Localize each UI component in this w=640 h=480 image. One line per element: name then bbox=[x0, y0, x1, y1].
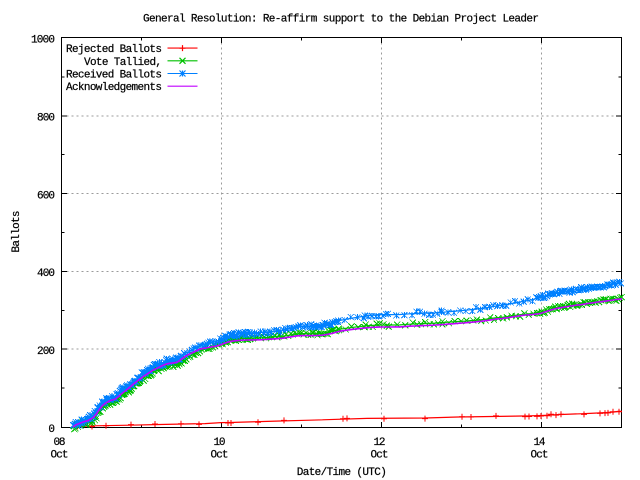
svg-text:10: 10 bbox=[214, 437, 226, 449]
svg-text:08: 08 bbox=[54, 437, 66, 449]
svg-text:Rejected Ballots: Rejected Ballots bbox=[66, 44, 162, 56]
svg-text:Date/Time (UTC): Date/Time (UTC) bbox=[297, 467, 387, 479]
svg-text:1000: 1000 bbox=[31, 35, 55, 47]
svg-text:12: 12 bbox=[374, 437, 386, 449]
svg-text:Ballots: Ballots bbox=[11, 211, 23, 253]
svg-text:400: 400 bbox=[37, 268, 55, 280]
svg-text:Received Ballots: Received Ballots bbox=[66, 70, 162, 82]
svg-text:800: 800 bbox=[37, 113, 55, 125]
svg-text:Oct: Oct bbox=[371, 450, 389, 462]
svg-text:200: 200 bbox=[37, 346, 55, 358]
svg-text:0: 0 bbox=[48, 424, 55, 436]
svg-text:Oct: Oct bbox=[211, 450, 229, 462]
svg-text:Vote Tallied,: Vote Tallied, bbox=[84, 57, 162, 69]
svg-text:Acknowledgements: Acknowledgements bbox=[66, 82, 162, 94]
svg-text:General Resolution: Re-affirm: General Resolution: Re-affirm support to… bbox=[143, 14, 539, 26]
svg-text:600: 600 bbox=[37, 190, 55, 202]
svg-text:14: 14 bbox=[534, 437, 546, 449]
svg-text:Oct: Oct bbox=[51, 450, 69, 462]
svg-text:Oct: Oct bbox=[531, 450, 549, 462]
